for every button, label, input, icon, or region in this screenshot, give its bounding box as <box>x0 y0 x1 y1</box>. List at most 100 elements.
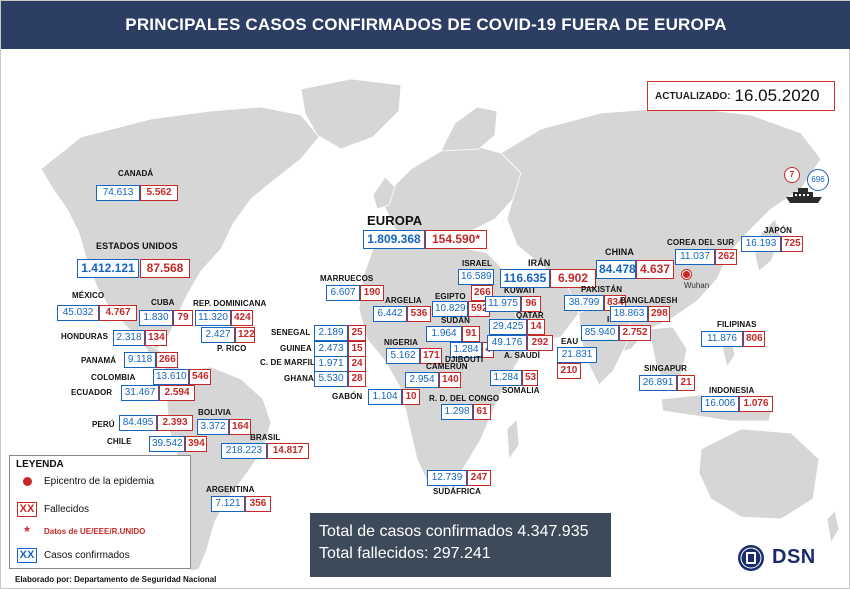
updated-label: ACTUALIZADO: <box>655 90 731 102</box>
region-name: BRASIL <box>250 433 281 442</box>
cases-count: 1.412.121 <box>77 259 139 278</box>
cases-count: 31.467 <box>121 385 159 401</box>
region-name: A. SAUDÍ <box>504 351 540 360</box>
cases-count: 7.121 <box>211 496 245 512</box>
cases-count: 9.118 <box>124 352 156 368</box>
deaths-count: 356 <box>245 496 271 512</box>
region-name: BANGLADESH <box>620 296 678 305</box>
deaths-count: 2.594 <box>159 385 195 401</box>
region-name: CHILE <box>107 437 132 446</box>
region-name: ESTADOS UNIDOS <box>96 241 178 251</box>
deaths-count: 140 <box>439 372 461 388</box>
cases-count: 39.542 <box>149 436 185 452</box>
deaths-count: 6.902 <box>550 269 596 288</box>
credits: Elaborado por: Departamento de Seguridad… <box>15 575 217 584</box>
region-name: SINGAPUR <box>644 364 688 373</box>
legend-title: LEYENDA <box>16 459 64 470</box>
legend-text: Datos de UE/EEE/R.UNIDO <box>44 526 146 536</box>
region-name: CUBA <box>151 298 175 307</box>
deaths-count: 14.817 <box>267 443 309 459</box>
deaths-count: 2.752 <box>619 325 651 341</box>
updated-box: ACTUALIZADO: 16.05.2020 <box>647 81 835 111</box>
deaths-count: 210 <box>557 363 581 379</box>
page-title: PRINCIPALES CASOS CONFIRMADOS DE COVID-1… <box>1 1 850 49</box>
cases-count: 45.032 <box>57 305 99 321</box>
deaths-count: 164 <box>229 419 251 435</box>
cases-count: 26.891 <box>639 375 677 391</box>
legend: LEYENDA Epicentro de la epidemia XX Fall… <box>9 455 191 569</box>
cases-count: 85.940 <box>581 325 619 341</box>
region-name: EUROPA <box>367 213 423 228</box>
deaths-count: 87.568 <box>140 259 190 278</box>
region-name: INDONESIA <box>709 386 755 395</box>
cases-count: 49.176 <box>487 335 527 351</box>
deaths-count: 424 <box>231 310 253 326</box>
cases-count: 2.318 <box>113 330 145 346</box>
deaths-count: 14 <box>527 319 545 335</box>
epicenter-marker <box>682 270 691 279</box>
deaths-count: 2.393 <box>157 415 193 431</box>
cases-count: 1.298 <box>441 404 473 420</box>
deaths-count: 546 <box>189 369 211 385</box>
cases-count: 2.427 <box>201 327 235 343</box>
region-name: FILIPINAS <box>717 320 757 329</box>
cases-count: 1.830 <box>139 310 173 326</box>
deaths-count: 4.767 <box>99 305 137 321</box>
cases-count: 38.799 <box>564 295 604 311</box>
region-name: SUDÁN <box>441 316 470 325</box>
region-name: SUDÁFRICA <box>433 487 482 496</box>
region-name: KUWAIT <box>504 286 537 295</box>
region-name: GABÓN <box>332 392 363 401</box>
region-name: C. DE MARFIL <box>260 358 315 367</box>
region-name: COLOMBIA <box>91 373 136 382</box>
deaths-count: 725 <box>781 236 803 252</box>
asia-landmass <box>500 106 822 356</box>
total-deaths: Total fallecidos: 297.241 <box>319 545 491 562</box>
region-name: IRÁN <box>528 258 551 268</box>
cases-count: 3.372 <box>197 419 229 435</box>
region-name: ARGELIA <box>385 296 422 305</box>
deaths-count: 134 <box>145 330 167 346</box>
region-name: QATAR <box>516 311 544 320</box>
deaths-count: 28 <box>348 371 366 387</box>
region-name: MÉXICO <box>72 291 105 300</box>
legend-item-eu-data: * Datos de UE/EEE/R.UNIDO <box>16 524 146 538</box>
cases-count: 1.284 <box>490 370 522 386</box>
region-name: JAPÓN <box>764 226 793 235</box>
region-name: ISRAEL <box>462 259 492 268</box>
region-name: CANADÁ <box>118 169 154 178</box>
cases-count: 5.530 <box>314 371 348 387</box>
legend-item-cases: XX Casos confirmados <box>16 548 130 563</box>
total-cases: Total de casos confirmados 4.347.935 <box>319 523 589 540</box>
cases-count: 1.964 <box>426 326 462 342</box>
ship-cases-count: 696 <box>807 169 829 191</box>
deaths-count: 61 <box>473 404 491 420</box>
deaths-count: 21 <box>677 375 695 391</box>
legend-text: Casos confirmados <box>44 550 130 561</box>
deaths-count: 91 <box>462 326 480 342</box>
cases-count: 2.954 <box>405 372 439 388</box>
uk-landmass <box>372 176 396 210</box>
cases-count: 18.863 <box>610 306 648 322</box>
cases-count: 2.189 <box>314 325 348 341</box>
dsn-logo: DSN <box>772 546 816 568</box>
deaths-count: 266 <box>156 352 178 368</box>
deaths-count: 10 <box>402 389 420 405</box>
region-name: SOMALIA <box>502 386 540 395</box>
region-name: CAMERÚN <box>426 362 468 371</box>
madagascar-landmass <box>506 418 520 461</box>
deaths-count: 171 <box>420 348 442 364</box>
deaths-count: 247 <box>467 470 491 486</box>
deaths-count: 394 <box>185 436 207 452</box>
cases-count: 1.971 <box>314 356 348 372</box>
region-name: REP. DOMINICANA <box>193 299 267 308</box>
region-name: GUINEA <box>280 344 312 353</box>
cases-count: 84.478 <box>596 260 636 279</box>
legend-item-deaths: XX Fallecidos <box>16 502 89 517</box>
cases-count: 12.739 <box>427 470 467 486</box>
deaths-count: 24 <box>348 356 366 372</box>
cases-count: 84.495 <box>119 415 157 431</box>
region-name: P. RICO <box>217 344 247 353</box>
greenland-landmass <box>300 78 402 150</box>
